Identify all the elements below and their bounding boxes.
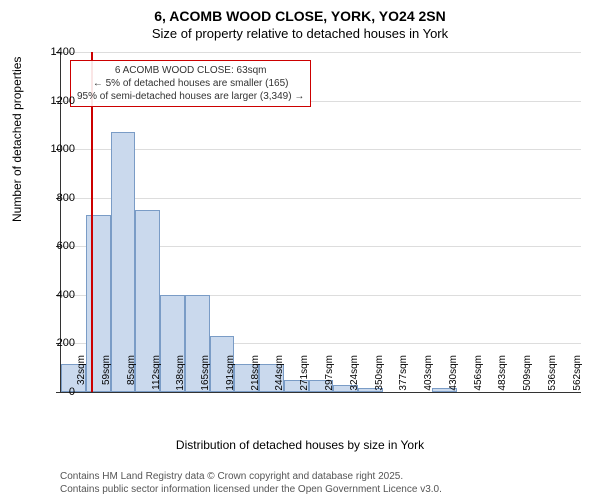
footer-line2: Contains public sector information licen… xyxy=(60,483,442,496)
x-tick-label: 112sqm xyxy=(151,355,162,395)
histogram-bar xyxy=(111,132,136,392)
y-tick-label: 600 xyxy=(35,240,75,252)
chart-container: 6, ACOMB WOOD CLOSE, YORK, YO24 2SN Size… xyxy=(0,0,600,500)
x-tick-label: 483sqm xyxy=(497,355,508,395)
y-axis-label: Number of detached properties xyxy=(10,57,24,222)
grid-line xyxy=(61,52,581,53)
x-tick-label: 218sqm xyxy=(250,355,261,395)
x-tick-label: 297sqm xyxy=(324,355,335,395)
x-tick-label: 509sqm xyxy=(522,355,533,395)
x-tick-label: 244sqm xyxy=(274,355,285,395)
chart-title-line1: 6, ACOMB WOOD CLOSE, YORK, YO24 2SN xyxy=(0,0,600,24)
x-tick-label: 324sqm xyxy=(349,355,360,395)
y-tick-label: 800 xyxy=(35,192,75,204)
x-tick-label: 430sqm xyxy=(448,355,459,395)
footer-line1: Contains HM Land Registry data © Crown c… xyxy=(60,470,442,483)
y-tick-label: 0 xyxy=(35,386,75,398)
y-tick-label: 1200 xyxy=(35,95,75,107)
x-tick-label: 32sqm xyxy=(76,355,87,395)
x-tick-label: 138sqm xyxy=(175,355,186,395)
y-tick-label: 1400 xyxy=(35,46,75,58)
grid-line xyxy=(61,149,581,150)
x-tick-label: 562sqm xyxy=(572,355,583,395)
annotation-line2: ← 5% of detached houses are smaller (165… xyxy=(77,77,304,90)
x-tick-label: 271sqm xyxy=(299,355,310,395)
y-tick-label: 200 xyxy=(35,337,75,349)
y-tick-label: 400 xyxy=(35,289,75,301)
x-tick-label: 85sqm xyxy=(126,355,137,395)
x-tick-label: 536sqm xyxy=(547,355,558,395)
annotation-box: 6 ACOMB WOOD CLOSE: 63sqm ← 5% of detach… xyxy=(70,60,311,107)
footer-attribution: Contains HM Land Registry data © Crown c… xyxy=(60,470,442,496)
y-tick-label: 1000 xyxy=(35,143,75,155)
x-tick-label: 191sqm xyxy=(225,355,236,395)
annotation-line3: 95% of semi-detached houses are larger (… xyxy=(77,90,304,103)
annotation-line1: 6 ACOMB WOOD CLOSE: 63sqm xyxy=(77,64,304,77)
x-tick-label: 165sqm xyxy=(200,355,211,395)
x-tick-label: 59sqm xyxy=(101,355,112,395)
grid-line xyxy=(61,198,581,199)
chart-title-line2: Size of property relative to detached ho… xyxy=(0,24,600,47)
x-tick-label: 377sqm xyxy=(398,355,409,395)
x-axis-label: Distribution of detached houses by size … xyxy=(0,438,600,452)
x-tick-label: 403sqm xyxy=(423,355,434,395)
x-tick-label: 350sqm xyxy=(374,355,385,395)
x-tick-label: 456sqm xyxy=(473,355,484,395)
